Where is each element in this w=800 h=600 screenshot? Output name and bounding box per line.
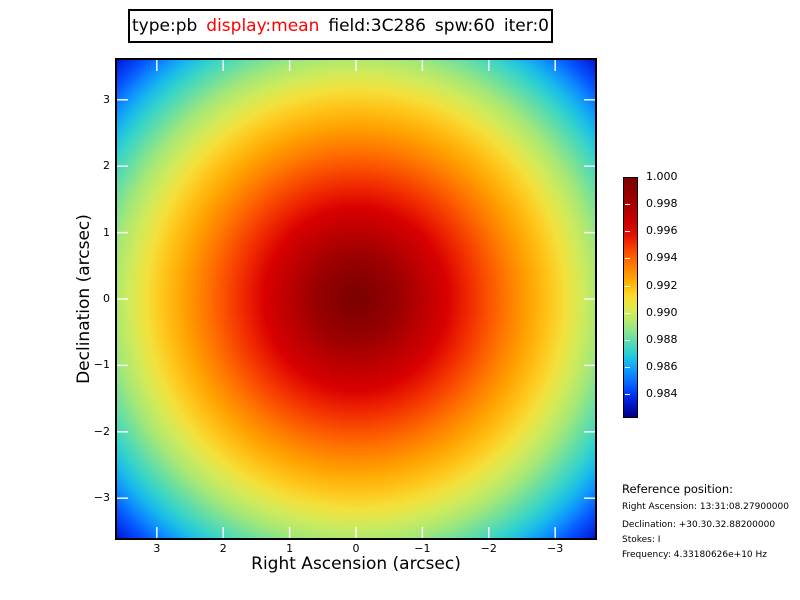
y-tick-label-−2: −2 — [93, 424, 110, 438]
colorbar-label-0.984: 0.984 — [646, 387, 678, 401]
colorbar-tick — [625, 285, 630, 287]
colorbar-tick — [625, 394, 630, 396]
reference-line-0: Right Ascension: 13:31:08.27900000 — [622, 502, 789, 512]
reference-position-header: Reference position: — [622, 482, 733, 496]
title-segment-0: type:pb — [132, 16, 198, 36]
y-tick-label-3: 3 — [103, 92, 110, 106]
y-axis-label: Declination (arcsec) — [74, 214, 94, 384]
y-tick-label-−3: −3 — [93, 491, 110, 505]
x-tick-label-−3: −3 — [547, 542, 564, 555]
colorbar-label-0.990: 0.990 — [646, 305, 678, 319]
x-axis-label: Right Ascension (arcsec) — [251, 554, 461, 574]
colorbar-label-0.994: 0.994 — [646, 251, 678, 265]
y-tick-label-0: 0 — [103, 292, 110, 305]
colorbar-tick — [625, 312, 630, 314]
title-segment-3: spw:60 — [434, 16, 495, 36]
y-tick-label-−1: −1 — [93, 358, 110, 372]
x-tick-label-−2: −2 — [480, 542, 497, 555]
colorbar-tick — [625, 231, 630, 233]
y-tick-label-2: 2 — [103, 159, 110, 173]
beam-image — [115, 58, 597, 540]
reference-line-2: Stokes: I — [622, 535, 661, 545]
colorbar-label-0.986: 0.986 — [646, 360, 678, 374]
colorbar-tick — [625, 367, 630, 369]
title-box: type:pb display:mean field:3C286 spw:60 iter… — [128, 9, 553, 43]
x-tick-label-1: 1 — [286, 542, 294, 555]
colorbar-label-0.998: 0.998 — [646, 197, 678, 211]
x-tick-label-2: 2 — [219, 542, 227, 555]
colorbar-label-0.988: 0.988 — [646, 332, 678, 346]
title-segment-1: display:mean — [206, 16, 320, 36]
x-tick-label-0: 0 — [352, 542, 360, 555]
axis-tick-marks — [117, 60, 595, 538]
colorbar-label-0.992: 0.992 — [646, 278, 678, 292]
reference-line-3: Frequency: 4.33180626e+10 Hz — [622, 550, 768, 560]
x-tick-label-3: 3 — [153, 542, 161, 555]
colorbar-tick — [625, 204, 630, 206]
reference-line-1: Declination: +30.30.32.88200000 — [622, 520, 776, 530]
colorbar-tick — [625, 339, 630, 341]
colorbar-label-1.000: 1.000 — [646, 170, 678, 183]
y-tick-label-1: 1 — [103, 225, 110, 239]
title-segment-2: field:3C286 — [328, 16, 426, 36]
colorbar-tick — [625, 258, 630, 260]
colorbar-label-0.996: 0.996 — [646, 224, 678, 238]
x-tick-label-−1: −1 — [414, 542, 431, 555]
title-segment-4: iter:0 — [503, 16, 549, 36]
colorbar — [623, 177, 638, 418]
